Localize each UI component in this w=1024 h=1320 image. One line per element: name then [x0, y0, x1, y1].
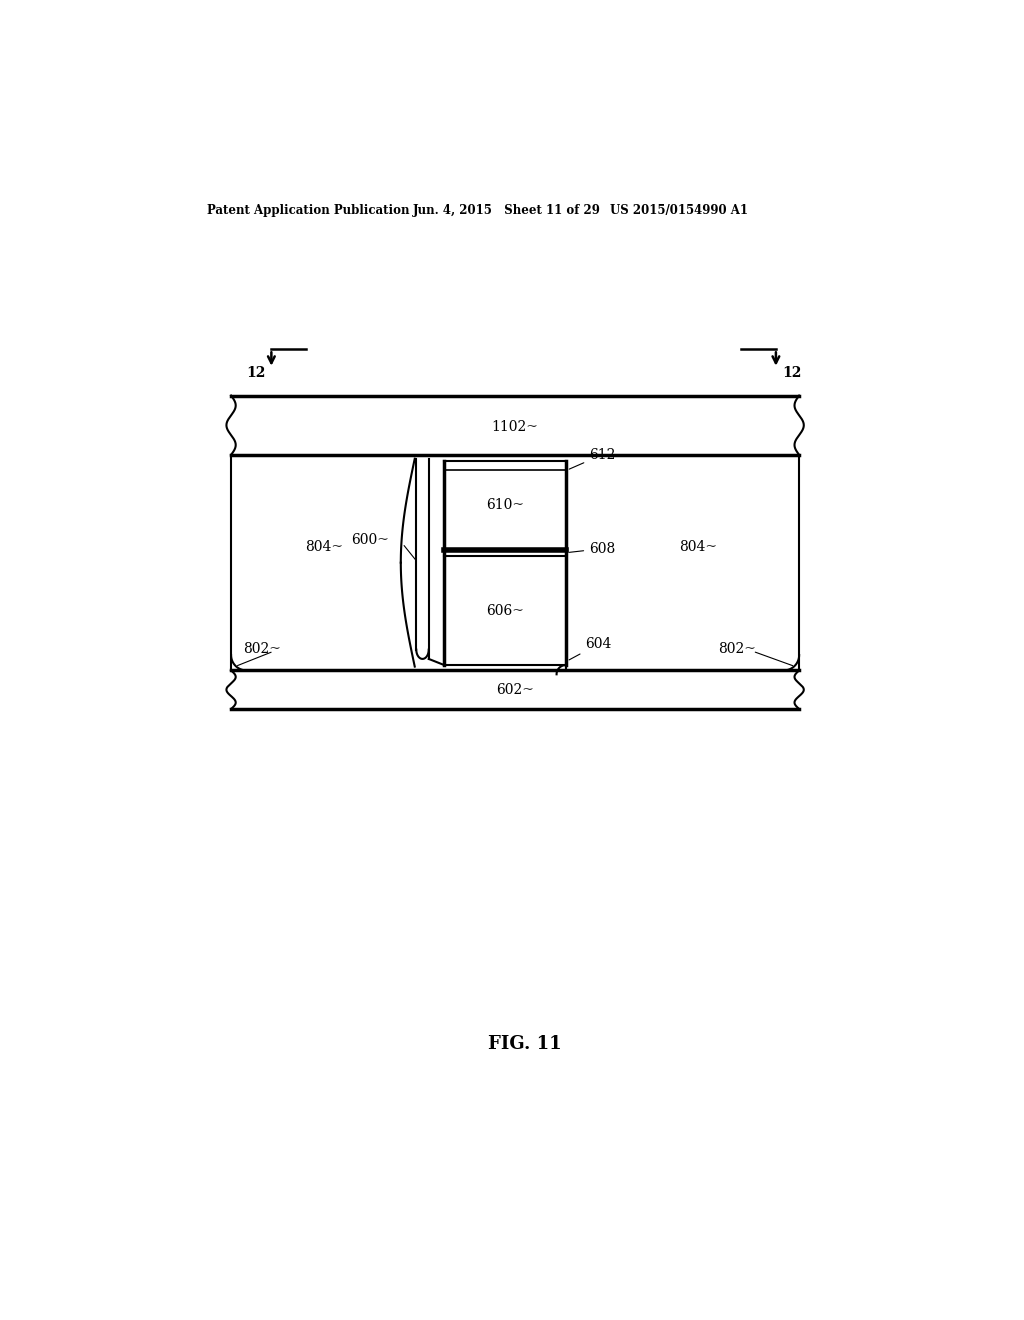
Text: 600~: 600~ — [351, 532, 389, 546]
Text: 610~: 610~ — [486, 498, 524, 512]
Text: 804~: 804~ — [305, 540, 343, 554]
Text: 12: 12 — [782, 367, 802, 380]
Text: 606~: 606~ — [486, 605, 524, 618]
Text: 602~: 602~ — [497, 682, 535, 697]
Text: Jun. 4, 2015   Sheet 11 of 29: Jun. 4, 2015 Sheet 11 of 29 — [414, 205, 601, 218]
Text: 802~: 802~ — [243, 642, 281, 656]
Text: 12: 12 — [246, 367, 265, 380]
Text: 604: 604 — [569, 638, 611, 660]
Text: US 2015/0154990 A1: US 2015/0154990 A1 — [610, 205, 749, 218]
Text: FIG. 11: FIG. 11 — [488, 1035, 561, 1053]
Text: 1102~: 1102~ — [492, 420, 539, 434]
Text: 802~: 802~ — [718, 642, 756, 656]
Text: 608: 608 — [569, 541, 615, 556]
Text: Patent Application Publication: Patent Application Publication — [207, 205, 410, 218]
Text: 612: 612 — [569, 447, 615, 469]
Text: 804~: 804~ — [679, 540, 717, 554]
